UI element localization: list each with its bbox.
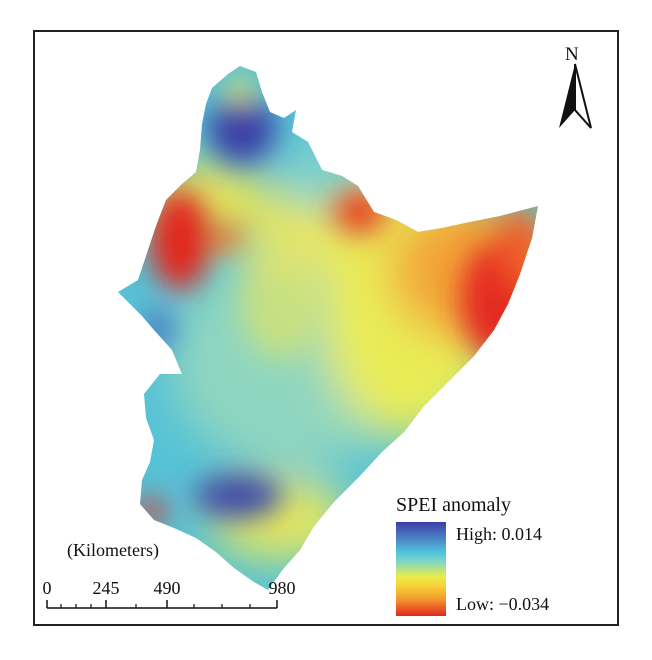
north-arrow-icon — [559, 63, 592, 129]
legend-high-label: High: 0.014 — [456, 524, 543, 544]
scale-bar — [46, 600, 278, 609]
north-label: N — [565, 44, 579, 65]
scale-tick-label: 980 — [268, 578, 296, 598]
legend-low-label: Low: −0.034 — [456, 594, 550, 614]
scale-tick-label: 0 — [42, 578, 52, 598]
legend-color-ramp — [396, 522, 446, 616]
scale-unit-label: (Kilometers) — [67, 540, 159, 560]
legend-title: SPEI anomaly — [396, 494, 511, 516]
spei-anomaly-surface — [118, 66, 538, 590]
scale-tick-label: 490 — [153, 578, 181, 598]
scale-tick-label: 245 — [92, 578, 120, 598]
